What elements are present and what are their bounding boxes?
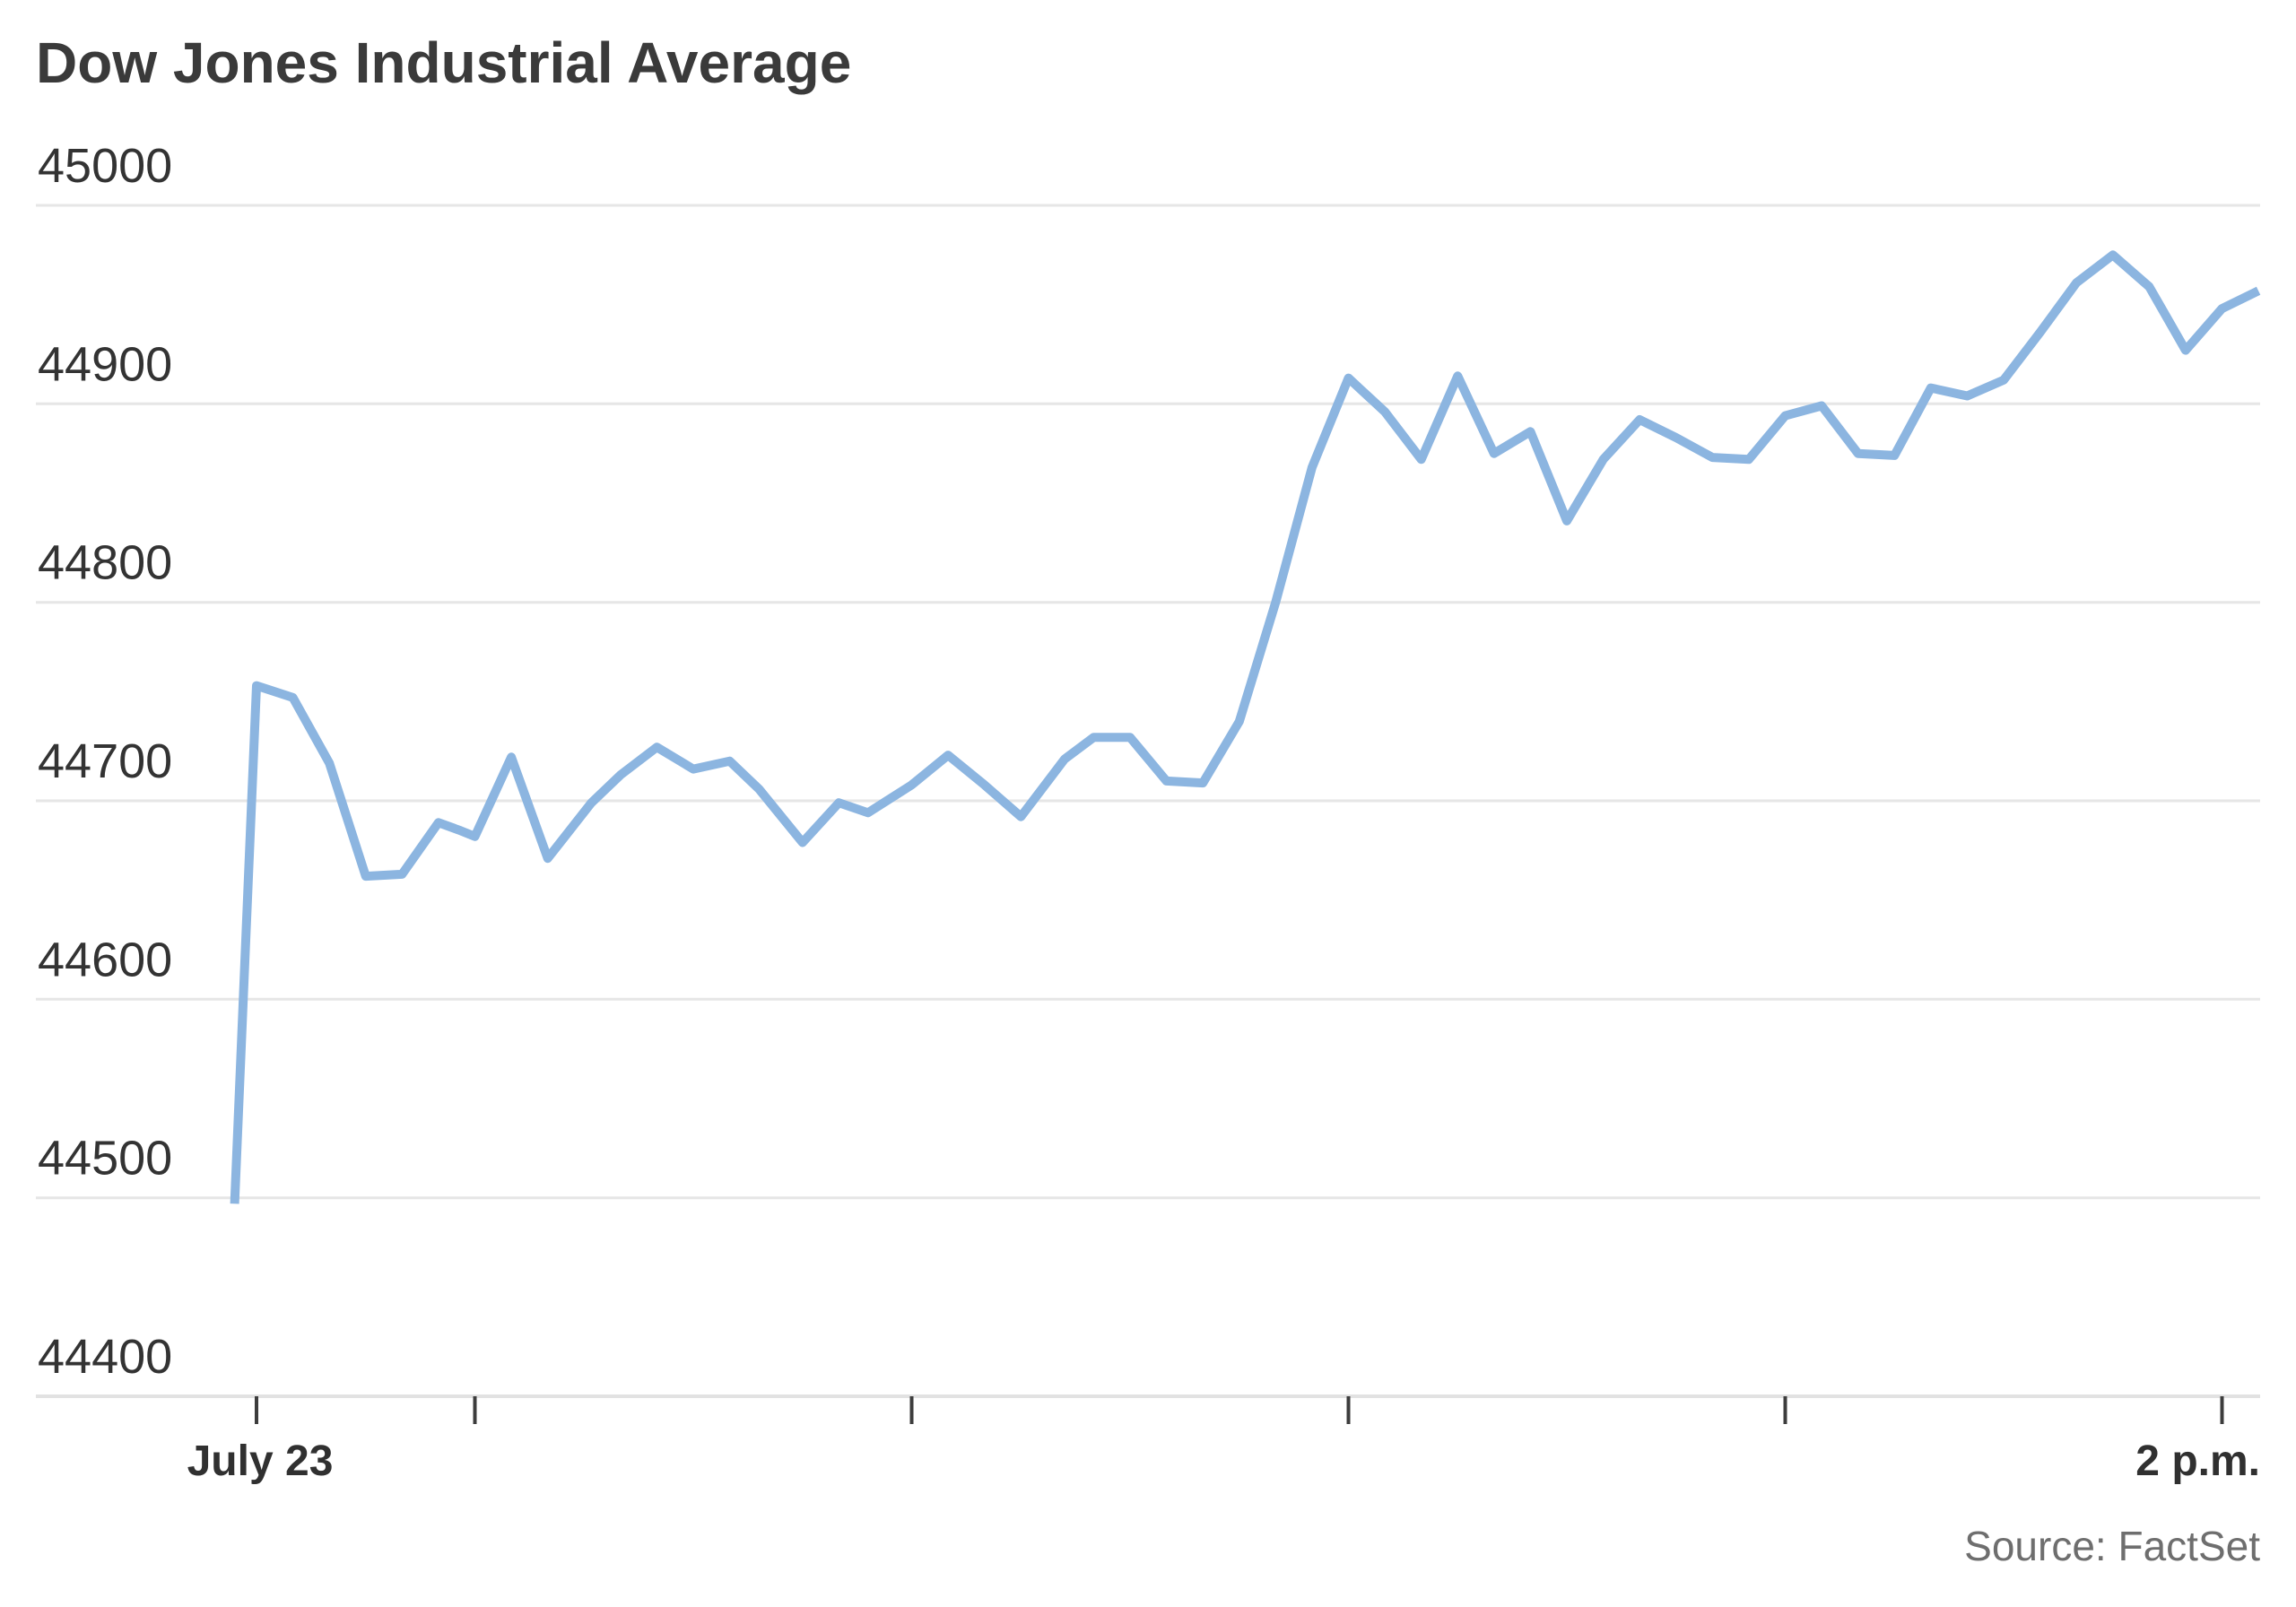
y-axis-label-44800: 44800	[38, 536, 172, 590]
chart-title: Dow Jones Industrial Average	[36, 30, 851, 95]
x-axis-label-2pm: 2 p.m.	[2135, 1438, 2260, 1485]
y-gridlines-group	[36, 204, 2260, 1398]
x-axis-label-july23: July 23	[187, 1438, 334, 1485]
y-axis-label-44600: 44600	[38, 933, 172, 986]
x-axis-ticks-group	[255, 1396, 2224, 1424]
y-axis-label-44500: 44500	[38, 1132, 172, 1186]
price-line	[230, 250, 2261, 1204]
y-axis-labels-group: 45000 44900 44800 44700 44600 44500 44400	[38, 139, 172, 1384]
y-axis-label-44400: 44400	[38, 1330, 172, 1384]
y-axis-label-44700: 44700	[38, 734, 172, 788]
y-axis-label-45000: 45000	[38, 139, 172, 193]
source-attribution: Source: FactSet	[1964, 1523, 2260, 1569]
y-axis-label-44900: 44900	[38, 337, 172, 391]
